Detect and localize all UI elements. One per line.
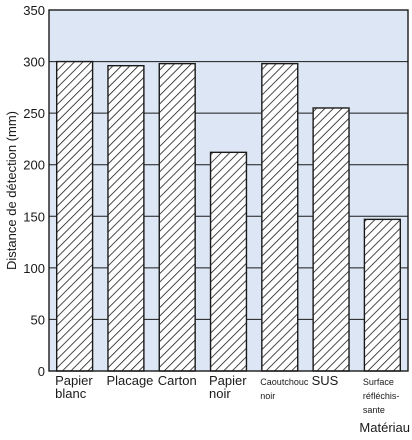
x-axis-title: Matériau <box>359 420 410 435</box>
bar <box>55 60 94 372</box>
bar <box>209 151 248 372</box>
bar <box>312 107 350 372</box>
y-tick-label: 0 <box>38 364 45 379</box>
bar <box>107 64 145 372</box>
x-axis-category-labels: Papier blanc Placage Carton Papier noir Caoutc… <box>55 373 399 415</box>
y-tick-label: 50 <box>31 312 45 327</box>
x-tick-label: Papier noir <box>209 373 247 401</box>
x-tick-label: Surface réfléchis-sante <box>363 377 400 415</box>
x-tick-label: SUS <box>312 373 339 388</box>
x-tick-label: Carton <box>158 373 197 388</box>
x-tick-label: Placage <box>106 373 153 388</box>
bars <box>48 9 409 372</box>
x-tick-label: Papier blanc <box>55 373 93 401</box>
bar <box>158 62 196 372</box>
y-axis-title: Distance de détection (mm) <box>4 111 19 270</box>
y-tick-label: 200 <box>23 158 45 173</box>
y-tick-label: 300 <box>23 55 45 70</box>
bar <box>261 62 299 372</box>
bar <box>363 218 402 372</box>
y-tick-label: 350 <box>23 3 45 18</box>
y-tick-label: 100 <box>23 261 45 276</box>
x-tick-label: Caoutchouc noir <box>260 377 309 401</box>
y-tick-label: 250 <box>23 106 45 121</box>
y-axis-ticks: 0 50 100 150 200 250 300 350 <box>23 3 45 379</box>
y-tick-label: 150 <box>23 209 45 224</box>
plot-frame <box>48 9 409 372</box>
